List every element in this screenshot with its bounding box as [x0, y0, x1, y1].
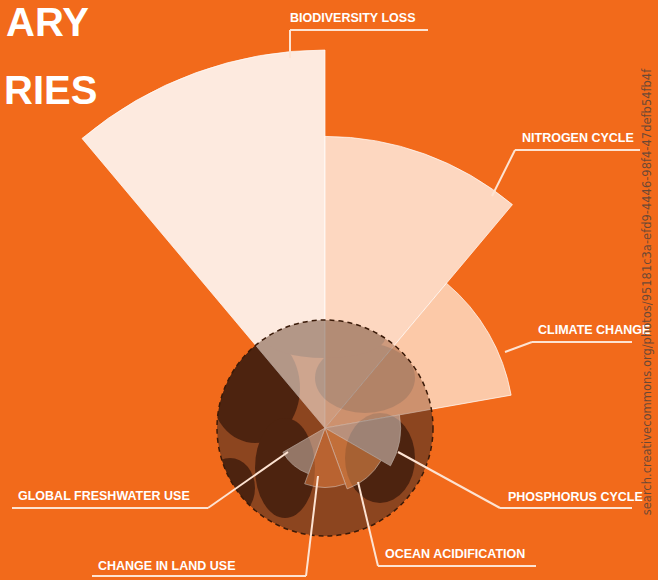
label-underline — [500, 507, 632, 509]
leader-line — [398, 452, 500, 508]
leader-line — [306, 476, 318, 576]
category-label: OCEAN ACIDIFICATION — [385, 547, 525, 561]
background — [0, 0, 658, 580]
watermark: search.creativecommons.org/photos/95181c… — [640, 68, 654, 515]
category-label: GLOBAL FRESHWATER USE — [18, 489, 190, 503]
canvas: ARY RIES BIODIVERSITY LOSS NITROGEN CYCLE CL… — [0, 0, 658, 580]
globe — [205, 318, 433, 536]
boundary-circle — [217, 320, 433, 536]
label-underline — [532, 341, 632, 343]
globe — [205, 318, 433, 536]
category-label: CHANGE IN LAND USE — [98, 559, 236, 573]
leader-line — [208, 452, 288, 508]
globe-land — [345, 413, 415, 503]
category-label: BIODIVERSITY LOSS — [290, 11, 416, 25]
globe-land — [205, 458, 255, 518]
globe-land — [205, 458, 255, 518]
globe-land — [265, 318, 385, 358]
leader-line — [289, 30, 291, 58]
label-underline — [515, 149, 640, 151]
label-underline — [12, 507, 208, 509]
category-label: NITROGEN CYCLE — [522, 131, 634, 145]
category-label: PHOSPHORUS CYCLE — [508, 490, 643, 504]
leader-line — [492, 150, 515, 196]
leader-line — [358, 482, 378, 566]
globe-land — [345, 413, 415, 503]
category-label: CLIMATE CHANGE — [538, 323, 650, 337]
title-fragment: ARY — [6, 0, 89, 44]
label-underline — [378, 565, 536, 567]
leader-line — [505, 342, 532, 352]
title-fragment: RIES — [4, 68, 97, 112]
label-underline — [92, 575, 306, 577]
label-underline — [290, 29, 428, 31]
labels: BIODIVERSITY LOSS NITROGEN CYCLE CLIMATE C… — [12, 11, 650, 576]
